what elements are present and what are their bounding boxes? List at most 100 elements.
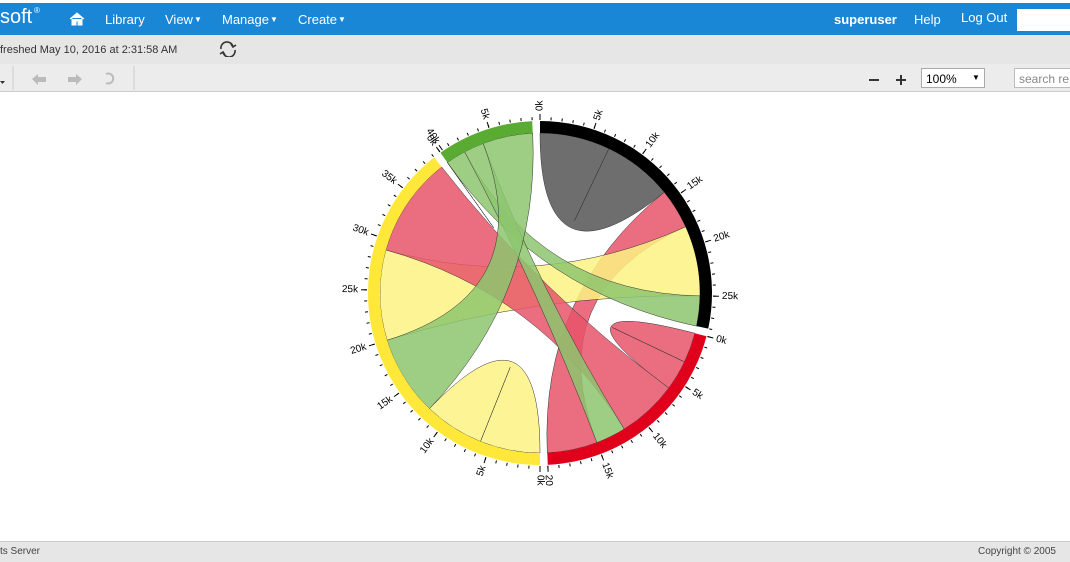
minor-tick (708, 251, 712, 254)
minor-tick (709, 328, 713, 330)
tick-label: 5k (475, 463, 489, 477)
tick-label: 5k (690, 387, 706, 403)
minor-tick (572, 120, 574, 124)
group-arc (368, 157, 540, 465)
minor-tick (569, 463, 571, 467)
nav-item[interactable]: View (165, 12, 193, 27)
refreshed: freshed May 10, 2016 at 2:31:58 AM (0, 44, 178, 56)
tick-label: 15k (685, 173, 705, 192)
minor-tick (466, 132, 469, 136)
nav-item[interactable]: Create (298, 12, 338, 27)
nav-item[interactable]: Library (105, 12, 145, 27)
tick-label: 15k (599, 461, 615, 481)
minor-tick (456, 137, 459, 141)
minor-tick (453, 443, 457, 447)
minor-tick (498, 121, 501, 125)
zoom-buttons[interactable] (858, 64, 918, 92)
minor-tick (410, 409, 414, 413)
minor-tick (697, 219, 701, 222)
tick (397, 183, 403, 189)
minor-tick (579, 461, 582, 465)
minor-tick (384, 374, 388, 377)
minor-tick (700, 356, 704, 359)
minor-tick (377, 224, 381, 227)
minor-tick (379, 364, 383, 367)
tick-label: 5k (478, 107, 492, 121)
tick (685, 386, 691, 391)
minor-tick (393, 194, 397, 198)
minor-tick (495, 460, 497, 464)
minor-tick (431, 153, 434, 157)
zoom-select[interactable]: 100% ▼ (921, 68, 985, 88)
tick-label: 20 (543, 475, 555, 487)
tick (705, 239, 712, 243)
minor-tick (387, 204, 391, 207)
minor-tick (426, 425, 430, 429)
search-box[interactable] (1017, 9, 1070, 31)
minor-tick (692, 209, 696, 212)
home-icon[interactable] (69, 12, 85, 26)
minor-tick (674, 181, 678, 185)
caret: ▼ (270, 15, 278, 24)
tick-label: 10k (644, 130, 663, 150)
minor-tick (474, 453, 477, 457)
tick-label: 20k (349, 341, 369, 357)
refresh-icon[interactable] (218, 41, 238, 57)
user[interactable]: superuser (834, 12, 897, 27)
tick-label: 0k (535, 99, 546, 111)
tick-label: 10k (650, 431, 669, 451)
tick-label: 10k (418, 435, 437, 455)
tick (648, 427, 654, 433)
help[interactable]: Help (914, 12, 941, 27)
tick (680, 188, 687, 194)
tick (486, 121, 490, 128)
minor-tick (463, 448, 466, 453)
brand: soft (0, 6, 33, 28)
tick-label: 20k (712, 229, 732, 245)
minor-tick (444, 438, 447, 442)
tick-label: 0k (534, 475, 545, 487)
minor-tick (402, 401, 406, 405)
minor-tick (678, 395, 682, 398)
tick (435, 146, 441, 153)
minor-tick (672, 403, 676, 407)
logout[interactable]: Log Out (961, 10, 1008, 25)
minor-tick (639, 433, 643, 437)
caret: ▼ (338, 15, 346, 24)
minor-tick (418, 417, 421, 421)
nav-item[interactable]: Manage (222, 12, 269, 27)
tick-label: 5k (592, 107, 606, 121)
minor-tick (382, 213, 386, 217)
tick (433, 431, 438, 438)
group-arc (547, 333, 707, 465)
minor-tick (690, 376, 694, 380)
minor-tick (414, 168, 418, 172)
minor-tick (366, 322, 370, 324)
tick-label: 35k (379, 168, 399, 187)
tick-label: 0k (715, 334, 729, 348)
minor-tick (611, 450, 614, 454)
tick-label: 30k (351, 223, 371, 239)
minor-tick (630, 439, 633, 443)
minor-tick (603, 129, 606, 133)
caret: ▼ (194, 15, 202, 24)
minor-tick (422, 161, 426, 164)
tick-label: 25k (342, 284, 359, 295)
search-input[interactable]: search re (1014, 68, 1070, 88)
footer: ts Server Copyright © 2005 (0, 541, 1070, 562)
minor-tick (367, 256, 371, 258)
minor-tick (656, 419, 660, 423)
tick (393, 392, 400, 398)
minor-tick (407, 176, 410, 180)
minor-tick (701, 230, 705, 233)
minor-tick (659, 165, 662, 169)
minor-tick (614, 133, 617, 138)
minor-tick (704, 346, 708, 349)
minor-tick (686, 200, 690, 203)
minor-tick (623, 139, 627, 143)
minor-tick (390, 383, 394, 386)
tick (642, 148, 647, 155)
tick-label: 25k (722, 291, 739, 302)
minor-tick (370, 245, 374, 247)
